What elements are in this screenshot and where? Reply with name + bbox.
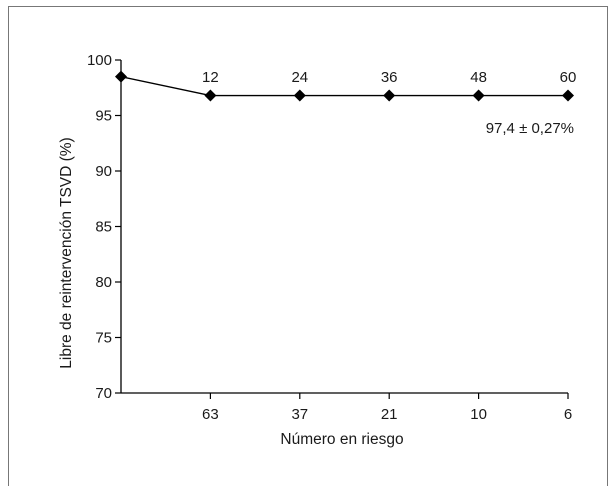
x-top-tick-label: 24 <box>291 69 308 86</box>
x-top-tick-label: 36 <box>381 69 398 86</box>
data-point-marker <box>293 89 306 102</box>
chart-frame <box>8 6 608 486</box>
y-tick-label: 90 <box>95 163 112 180</box>
x-bottom-tick-label: 63 <box>202 406 219 423</box>
x-ticks: 12 63 24 37 36 21 48 10 60 6 <box>202 69 576 423</box>
series-line <box>120 75 568 97</box>
x-top-tick-label: 48 <box>470 69 487 86</box>
axes <box>120 60 568 394</box>
y-tick-label: 95 <box>95 108 112 125</box>
data-point-marker <box>472 89 485 102</box>
y-tick-label: 80 <box>95 274 112 291</box>
y-ticks: 70 75 80 85 90 95 100 <box>87 52 121 402</box>
series <box>115 70 574 102</box>
x-bottom-tick-label: 6 <box>564 406 572 423</box>
x-bottom-tick-label: 21 <box>381 406 398 423</box>
y-tick-label: 100 <box>87 52 112 69</box>
data-point-marker <box>562 89 574 102</box>
y-tick-label: 85 <box>95 219 112 236</box>
annotation-label: 97,4 ± 0,27% <box>486 120 574 137</box>
x-bottom-tick-label: 10 <box>470 406 487 423</box>
x-bottom-tick-label: 37 <box>291 406 308 423</box>
y-tick-label: 70 <box>95 385 112 402</box>
data-point-marker <box>115 70 127 83</box>
y-axis-title: Libre de reintervención TSVD (%) <box>58 137 75 368</box>
y-tick-label: 75 <box>95 330 112 347</box>
x-top-tick-label: 12 <box>202 69 219 86</box>
data-point-marker <box>204 89 217 102</box>
x-top-tick-label: 60 <box>560 69 577 86</box>
data-point-marker <box>383 89 396 102</box>
x-axis-title: Número en riesgo <box>280 431 403 448</box>
